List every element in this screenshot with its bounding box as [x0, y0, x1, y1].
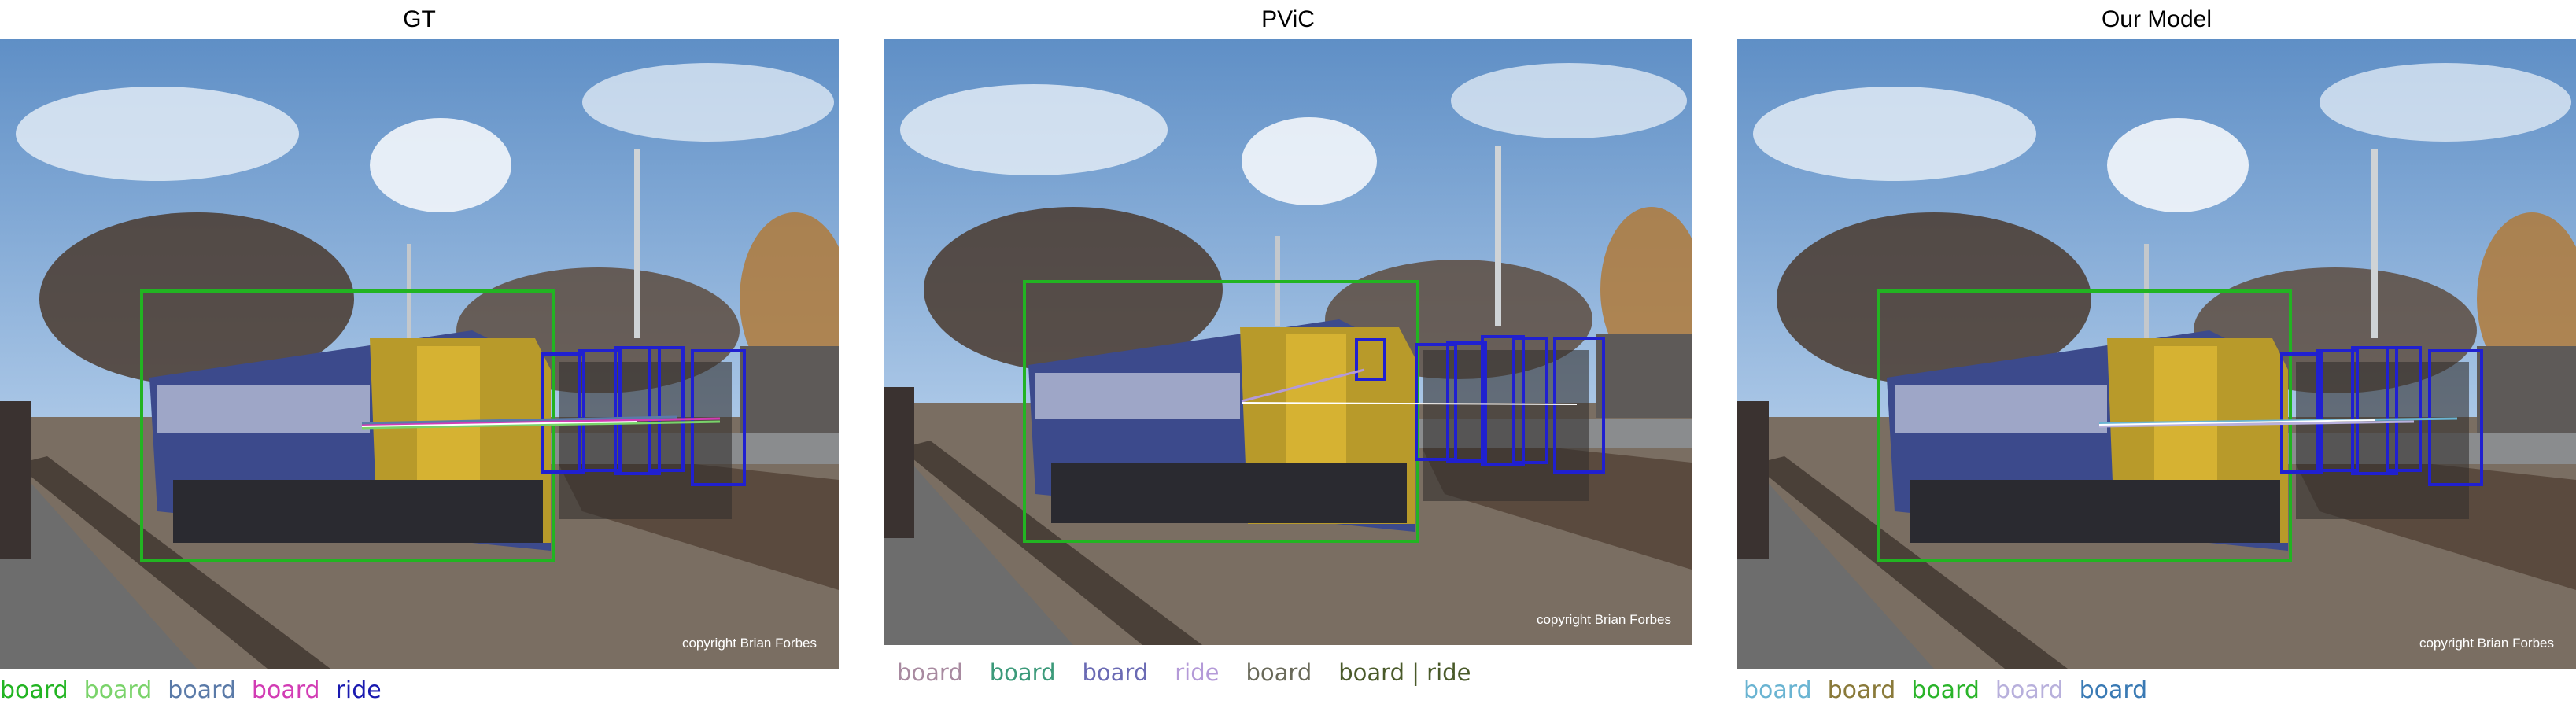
label-ride: ride	[1175, 659, 1220, 686]
label-board: board	[251, 677, 320, 704]
label-board: board	[1082, 659, 1149, 686]
label-board: board	[0, 677, 68, 704]
label-board: board	[2079, 677, 2148, 704]
interaction-labels: board board board board ride	[0, 677, 397, 704]
scene-image: copyright Brian Forbes	[884, 39, 1692, 645]
label-board: board	[1911, 677, 1980, 704]
label-board: board	[1246, 659, 1312, 686]
copyright-text: copyright Brian Forbes	[1536, 612, 1671, 627]
panel-title: Our Model	[2101, 6, 2212, 32]
interaction-labels: board board board board board	[1744, 677, 2163, 704]
label-board: board	[897, 659, 963, 686]
label-board: board	[1744, 677, 1812, 704]
label-ride: ride	[335, 677, 382, 704]
label-board: board	[1827, 677, 1896, 704]
scene-image: copyright Brian Forbes	[1737, 39, 2576, 669]
panel-our-model: Our Model	[1737, 0, 2576, 708]
copyright-text: copyright Brian Forbes	[681, 636, 817, 651]
label-board: board	[989, 659, 1056, 686]
panel-gt: GT	[0, 0, 839, 708]
panel-pvic: PViC	[884, 0, 1692, 708]
label-board: board	[168, 677, 236, 704]
label-board-ride: board | ride	[1338, 659, 1471, 686]
panel-title: GT	[403, 6, 436, 32]
interaction-labels: board board board ride board board | ride	[897, 659, 1486, 686]
panel-title: PViC	[1261, 6, 1315, 32]
label-board: board	[1995, 677, 2064, 704]
label-board: board	[83, 677, 153, 704]
copyright-text: copyright Brian Forbes	[2419, 636, 2554, 651]
scene-image: copyright Brian Forbes	[0, 39, 839, 669]
